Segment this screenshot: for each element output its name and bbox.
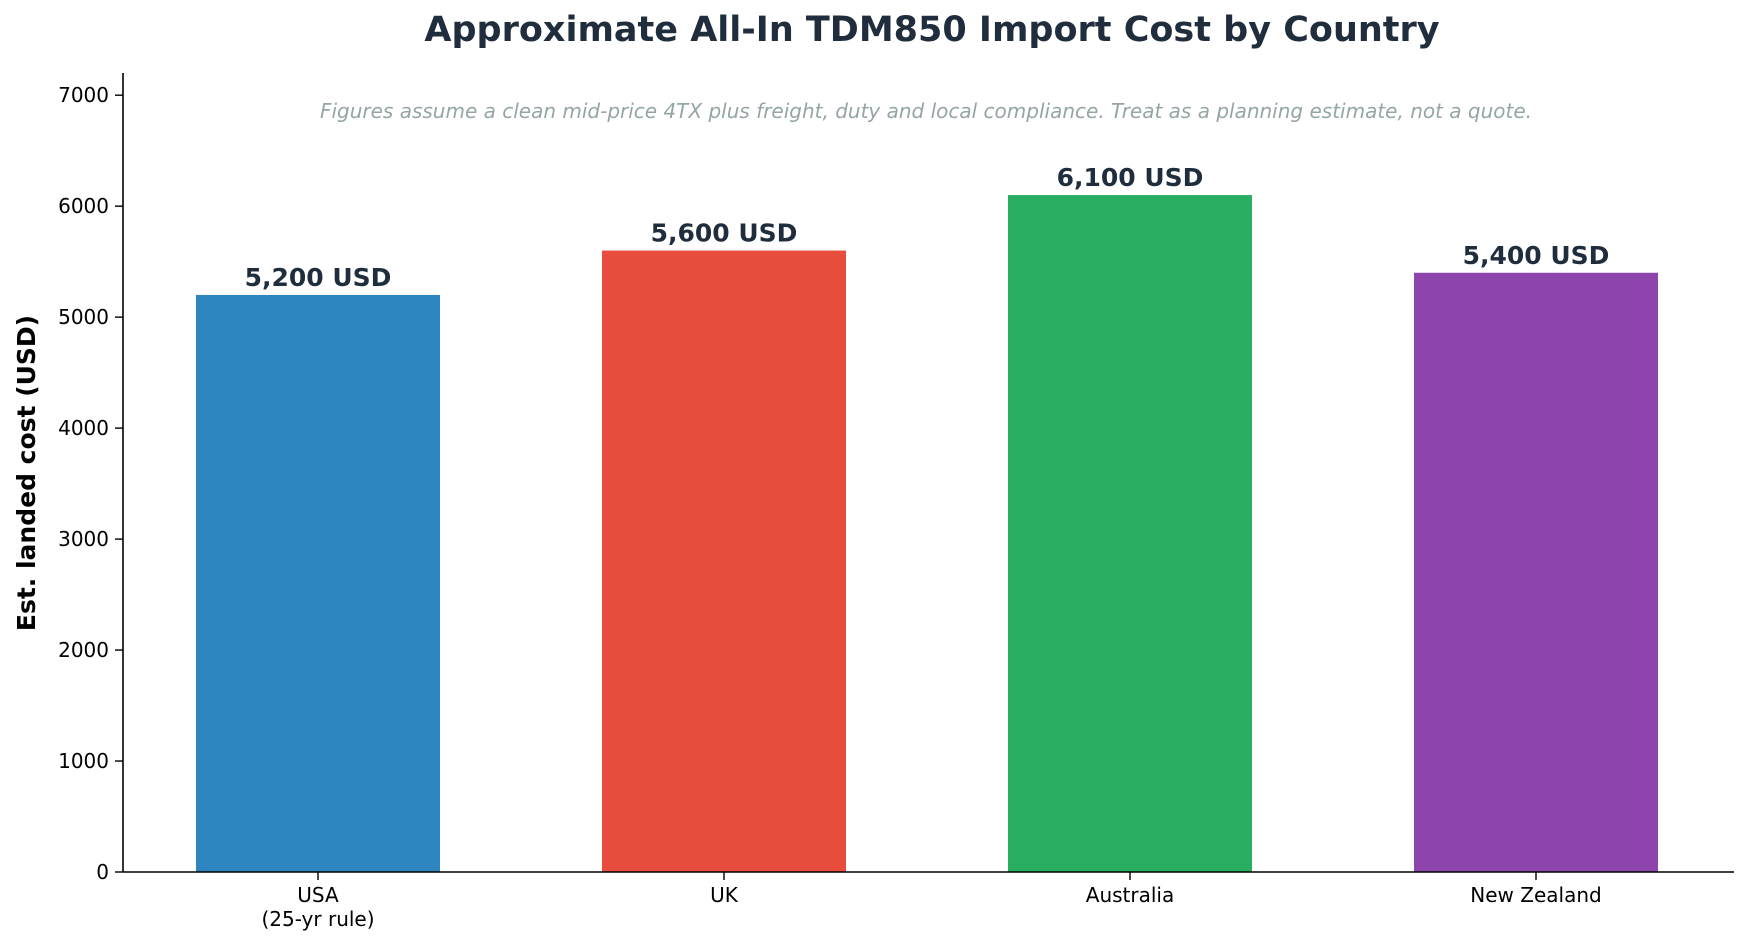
x-axis-ticks: USA (25-yr rule) UK Australia New Zealand [261, 872, 1602, 931]
data-labels-group: 5,200 USD 5,600 USD 6,100 USD 5,400 USD [245, 163, 1610, 292]
x-tick-label: USA (25-yr rule) [261, 883, 374, 931]
x-tick-label: Australia [1086, 883, 1174, 907]
bar [1414, 272, 1658, 872]
chart-title: Approximate All-In TDM850 Import Cost by… [424, 10, 1439, 50]
bar [196, 294, 440, 872]
y-axis-ticks: 0 1000 2000 3000 4000 5000 6000 7000 [58, 83, 123, 884]
bars-group [196, 195, 1658, 873]
y-tick-label: 1000 [58, 749, 109, 773]
y-tick-label: 4000 [58, 416, 109, 440]
chart-subtitle: Figures assume a clean mid-price 4TX plu… [320, 99, 1532, 123]
bar-data-label: 5,600 USD [651, 219, 798, 248]
y-tick-label: 2000 [58, 638, 109, 662]
y-tick-label: 5000 [58, 305, 109, 329]
x-tick-label: New Zealand [1470, 883, 1601, 907]
bar-data-label: 5,400 USD [1463, 241, 1610, 270]
y-tick-label: 3000 [58, 527, 109, 551]
bar [602, 250, 846, 873]
y-tick-label: 0 [96, 860, 109, 884]
x-tick-label: UK [710, 883, 739, 907]
y-tick-label: 7000 [58, 83, 109, 107]
bar-data-label: 5,200 USD [245, 263, 392, 292]
y-axis-label: Est. landed cost (USD) [12, 315, 41, 631]
y-tick-label: 6000 [58, 194, 109, 218]
bar [1008, 195, 1252, 872]
bar-data-label: 6,100 USD [1057, 163, 1204, 192]
